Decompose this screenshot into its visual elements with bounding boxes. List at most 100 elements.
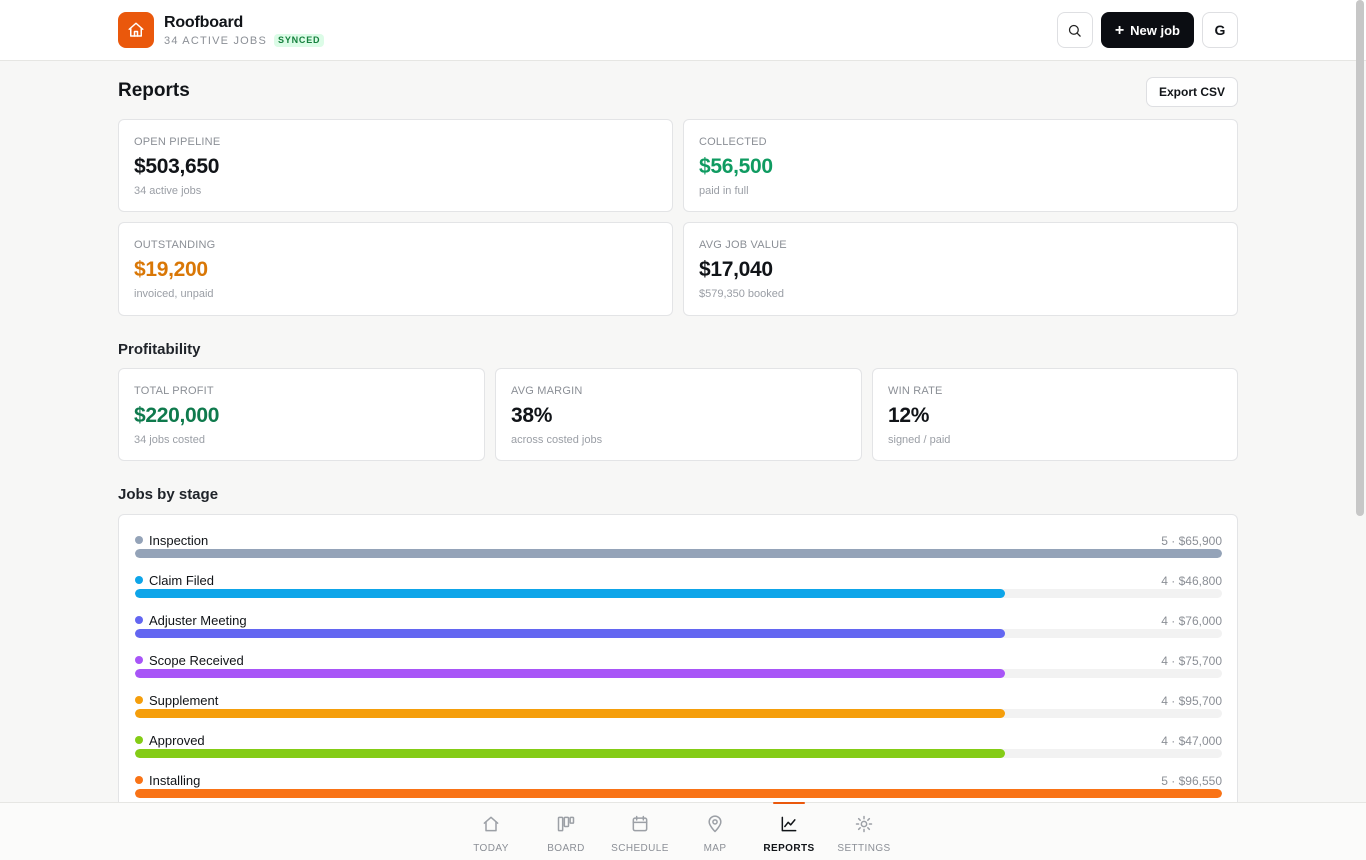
stage-color-dot — [135, 775, 143, 784]
nav-item-today[interactable]: TODAY — [456, 803, 526, 860]
card-value: $220,000 — [134, 404, 220, 427]
card-value: $19,200 — [134, 258, 208, 281]
card-note: 34 jobs costed — [134, 434, 205, 446]
nav-label: MAP — [703, 843, 727, 854]
stage-count-value: 4 · $47,000 — [1161, 734, 1222, 748]
bottom-nav: TODAY BOARD SCHEDULE MAP REPORTS SETTINGS — [0, 802, 1366, 860]
card-note: signed / paid — [888, 434, 951, 446]
new-job-button[interactable]: + New job — [1100, 12, 1194, 48]
stage-count-value: 4 · $76,000 — [1161, 614, 1222, 628]
stage-label: Claim Filed — [135, 573, 214, 589]
stage-name: Inspection — [149, 533, 209, 548]
stage-row[interactable]: Installing 5 · $96,550 — [135, 773, 1222, 813]
stage-color-dot — [135, 695, 143, 704]
stage-label: Scope Received — [135, 653, 244, 669]
stage-bar-track — [135, 789, 1222, 798]
stage-bar-track — [135, 549, 1222, 558]
stage-bar — [135, 629, 1005, 638]
search-button[interactable] — [1056, 12, 1093, 48]
top-bar: Roofboard 34 ACTIVE JOBS SYNCED + New jo… — [0, 0, 1366, 61]
total-profit-card: TOTAL PROFIT $220,000 34 jobs costed — [118, 368, 485, 461]
card-label: WIN RATE — [888, 385, 943, 397]
stage-color-dot — [135, 575, 143, 584]
home-icon — [456, 814, 526, 836]
card-label: AVG JOB VALUE — [699, 239, 787, 251]
brand[interactable]: Roofboard 34 ACTIVE JOBS SYNCED — [118, 12, 325, 48]
card-note: across costed jobs — [511, 434, 603, 446]
stage-color-dot — [135, 615, 143, 624]
stage-label: Installing — [135, 773, 200, 789]
export-csv-button[interactable]: Export CSV — [1146, 77, 1238, 107]
stage-bar-track — [135, 669, 1222, 678]
map-pin-icon — [680, 814, 750, 836]
card-value: 12% — [888, 404, 930, 427]
nav-item-map[interactable]: MAP — [680, 803, 750, 860]
avg-margin-card: AVG MARGIN 38% across costed jobs — [495, 368, 862, 461]
stage-row[interactable]: Adjuster Meeting 4 · $76,000 — [135, 613, 1222, 653]
profitability-heading: Profitability — [118, 341, 201, 358]
nav-item-settings[interactable]: SETTINGS — [829, 803, 899, 860]
card-label: TOTAL PROFIT — [134, 385, 214, 397]
avg-job-value-card: AVG JOB VALUE $17,040 $579,350 booked — [683, 222, 1238, 316]
card-value: $503,650 — [134, 155, 220, 178]
gear-icon — [829, 814, 899, 836]
user-avatar-button[interactable]: G — [1202, 12, 1238, 48]
collected-card: COLLECTED $56,500 paid in full — [683, 119, 1238, 212]
stage-name: Supplement — [149, 693, 219, 708]
stage-bar-track — [135, 709, 1222, 718]
stage-label: Supplement — [135, 693, 218, 709]
stage-row[interactable]: Claim Filed 4 · $46,800 — [135, 573, 1222, 613]
active-jobs-count: 34 ACTIVE JOBS — [164, 34, 268, 47]
card-value: $56,500 — [699, 155, 773, 178]
nav-label: BOARD — [547, 843, 585, 854]
stage-name: Claim Filed — [149, 573, 215, 588]
card-label: OPEN PIPELINE — [134, 136, 221, 148]
stage-row[interactable]: Approved 4 · $47,000 — [135, 733, 1222, 773]
stage-color-dot — [135, 535, 143, 544]
card-value: $17,040 — [699, 258, 773, 281]
stage-count-value: 4 · $95,700 — [1161, 694, 1222, 708]
nav-item-reports[interactable]: REPORTS — [754, 802, 824, 860]
stage-name: Scope Received — [149, 653, 244, 668]
stage-row[interactable]: Inspection 5 · $65,900 — [135, 533, 1222, 573]
nav-item-schedule[interactable]: SCHEDULE — [605, 803, 675, 860]
chart-icon — [754, 814, 824, 836]
stage-color-dot — [135, 735, 143, 744]
stage-label: Inspection — [135, 533, 208, 549]
stage-bar — [135, 709, 1005, 718]
nav-label: SCHEDULE — [611, 843, 669, 854]
nav-label: SETTINGS — [837, 843, 891, 854]
stage-name: Installing — [149, 773, 201, 788]
nav-label: REPORTS — [763, 843, 815, 854]
card-note: 34 active jobs — [134, 185, 202, 197]
stage-bar — [135, 549, 1222, 558]
card-note: paid in full — [699, 185, 749, 197]
stage-row[interactable]: Scope Received 4 · $75,700 — [135, 653, 1222, 693]
open-pipeline-card: OPEN PIPELINE $503,650 34 active jobs — [118, 119, 673, 212]
house-icon — [118, 12, 154, 48]
stage-label: Adjuster Meeting — [135, 613, 247, 629]
plus-icon: + — [1114, 21, 1125, 39]
card-note: $579,350 booked — [699, 288, 785, 300]
stage-bar — [135, 669, 1005, 678]
stage-row[interactable]: Supplement 4 · $95,700 — [135, 693, 1222, 733]
card-value: 38% — [511, 404, 553, 427]
stage-count-value: 4 · $46,800 — [1161, 574, 1222, 588]
board-icon — [531, 814, 601, 836]
stage-bar-track — [135, 589, 1222, 598]
outstanding-card: OUTSTANDING $19,200 invoiced, unpaid — [118, 222, 673, 316]
jobs-by-stage-heading: Jobs by stage — [118, 486, 219, 503]
nav-item-board[interactable]: BOARD — [531, 803, 601, 860]
stage-count-value: 5 · $65,900 — [1161, 534, 1222, 548]
card-label: COLLECTED — [699, 136, 767, 148]
stage-label: Approved — [135, 733, 205, 749]
scrollbar[interactable] — [1356, 0, 1364, 516]
card-label: OUTSTANDING — [134, 239, 216, 251]
page-title: Reports — [118, 80, 190, 101]
stage-bar — [135, 589, 1005, 598]
card-note: invoiced, unpaid — [134, 288, 214, 300]
app-name: Roofboard — [164, 13, 244, 31]
stage-bar-track — [135, 629, 1222, 638]
stage-bar — [135, 749, 1005, 758]
stage-name: Approved — [149, 733, 205, 748]
